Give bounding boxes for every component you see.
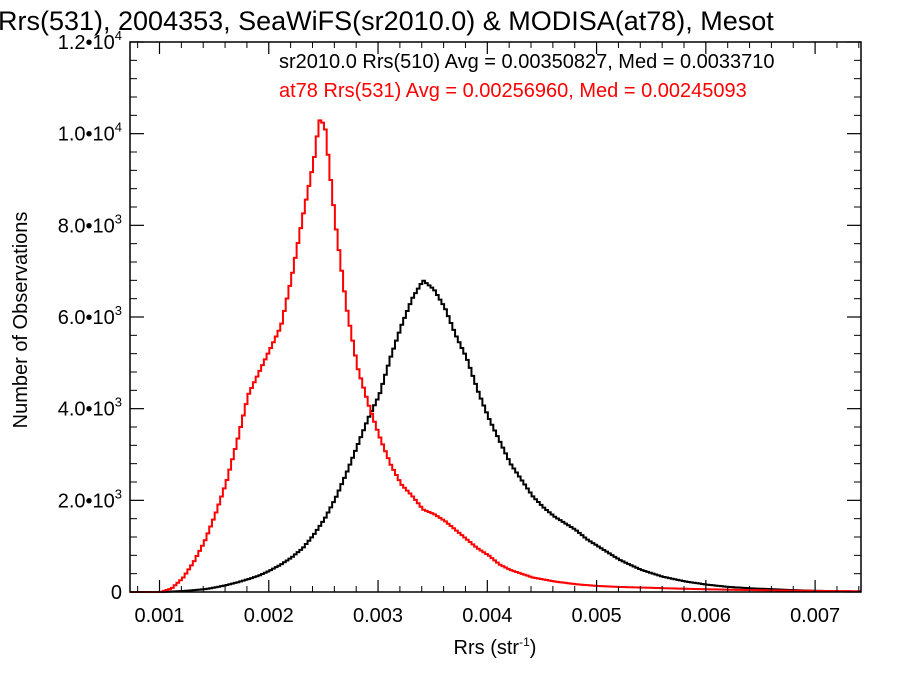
series-line-at78 <box>130 119 861 593</box>
plot-frame <box>129 41 862 593</box>
plot-area <box>130 119 861 593</box>
chart-title: Rrs(531), 2004353, SeaWiFS(sr2010.0) & M… <box>0 6 774 36</box>
y-tick-label: 0 <box>111 582 122 604</box>
y-tick-label: 6.0•103 <box>58 303 122 329</box>
x-tick-label: 0.003 <box>353 605 403 627</box>
x-tick-label: 0.007 <box>790 605 840 627</box>
series-line-sr2010-0 <box>130 279 861 593</box>
y-tick-label: 1.2•104 <box>58 28 122 54</box>
x-tick-label: 0.002 <box>244 605 294 627</box>
x-tick-label: 0.004 <box>462 605 512 627</box>
x-tick-label: 0.001 <box>134 605 184 627</box>
x-axis-label: Rrs (str-1) <box>454 635 537 659</box>
x-tick-label: 0.005 <box>572 605 622 627</box>
y-axis-label: Number of Observations <box>10 212 32 429</box>
x-tick-label: 0.006 <box>681 605 731 627</box>
annotation-at78: at78 Rrs(531) Avg = 0.00256960, Med = 0.… <box>279 80 747 102</box>
y-tick-label: 4.0•103 <box>58 395 122 421</box>
annotation-sr2010: sr2010.0 Rrs(510) Avg = 0.00350827, Med … <box>279 51 775 73</box>
y-tick-label: 1.0•104 <box>58 120 122 146</box>
axis-ticks: 0.001 0.002 0.003 0.004 0.005 0.006 0.007 0 2.0•… <box>58 28 861 627</box>
y-tick-label: 2.0•103 <box>58 486 122 512</box>
y-tick-label: 8.0•103 <box>58 211 122 237</box>
